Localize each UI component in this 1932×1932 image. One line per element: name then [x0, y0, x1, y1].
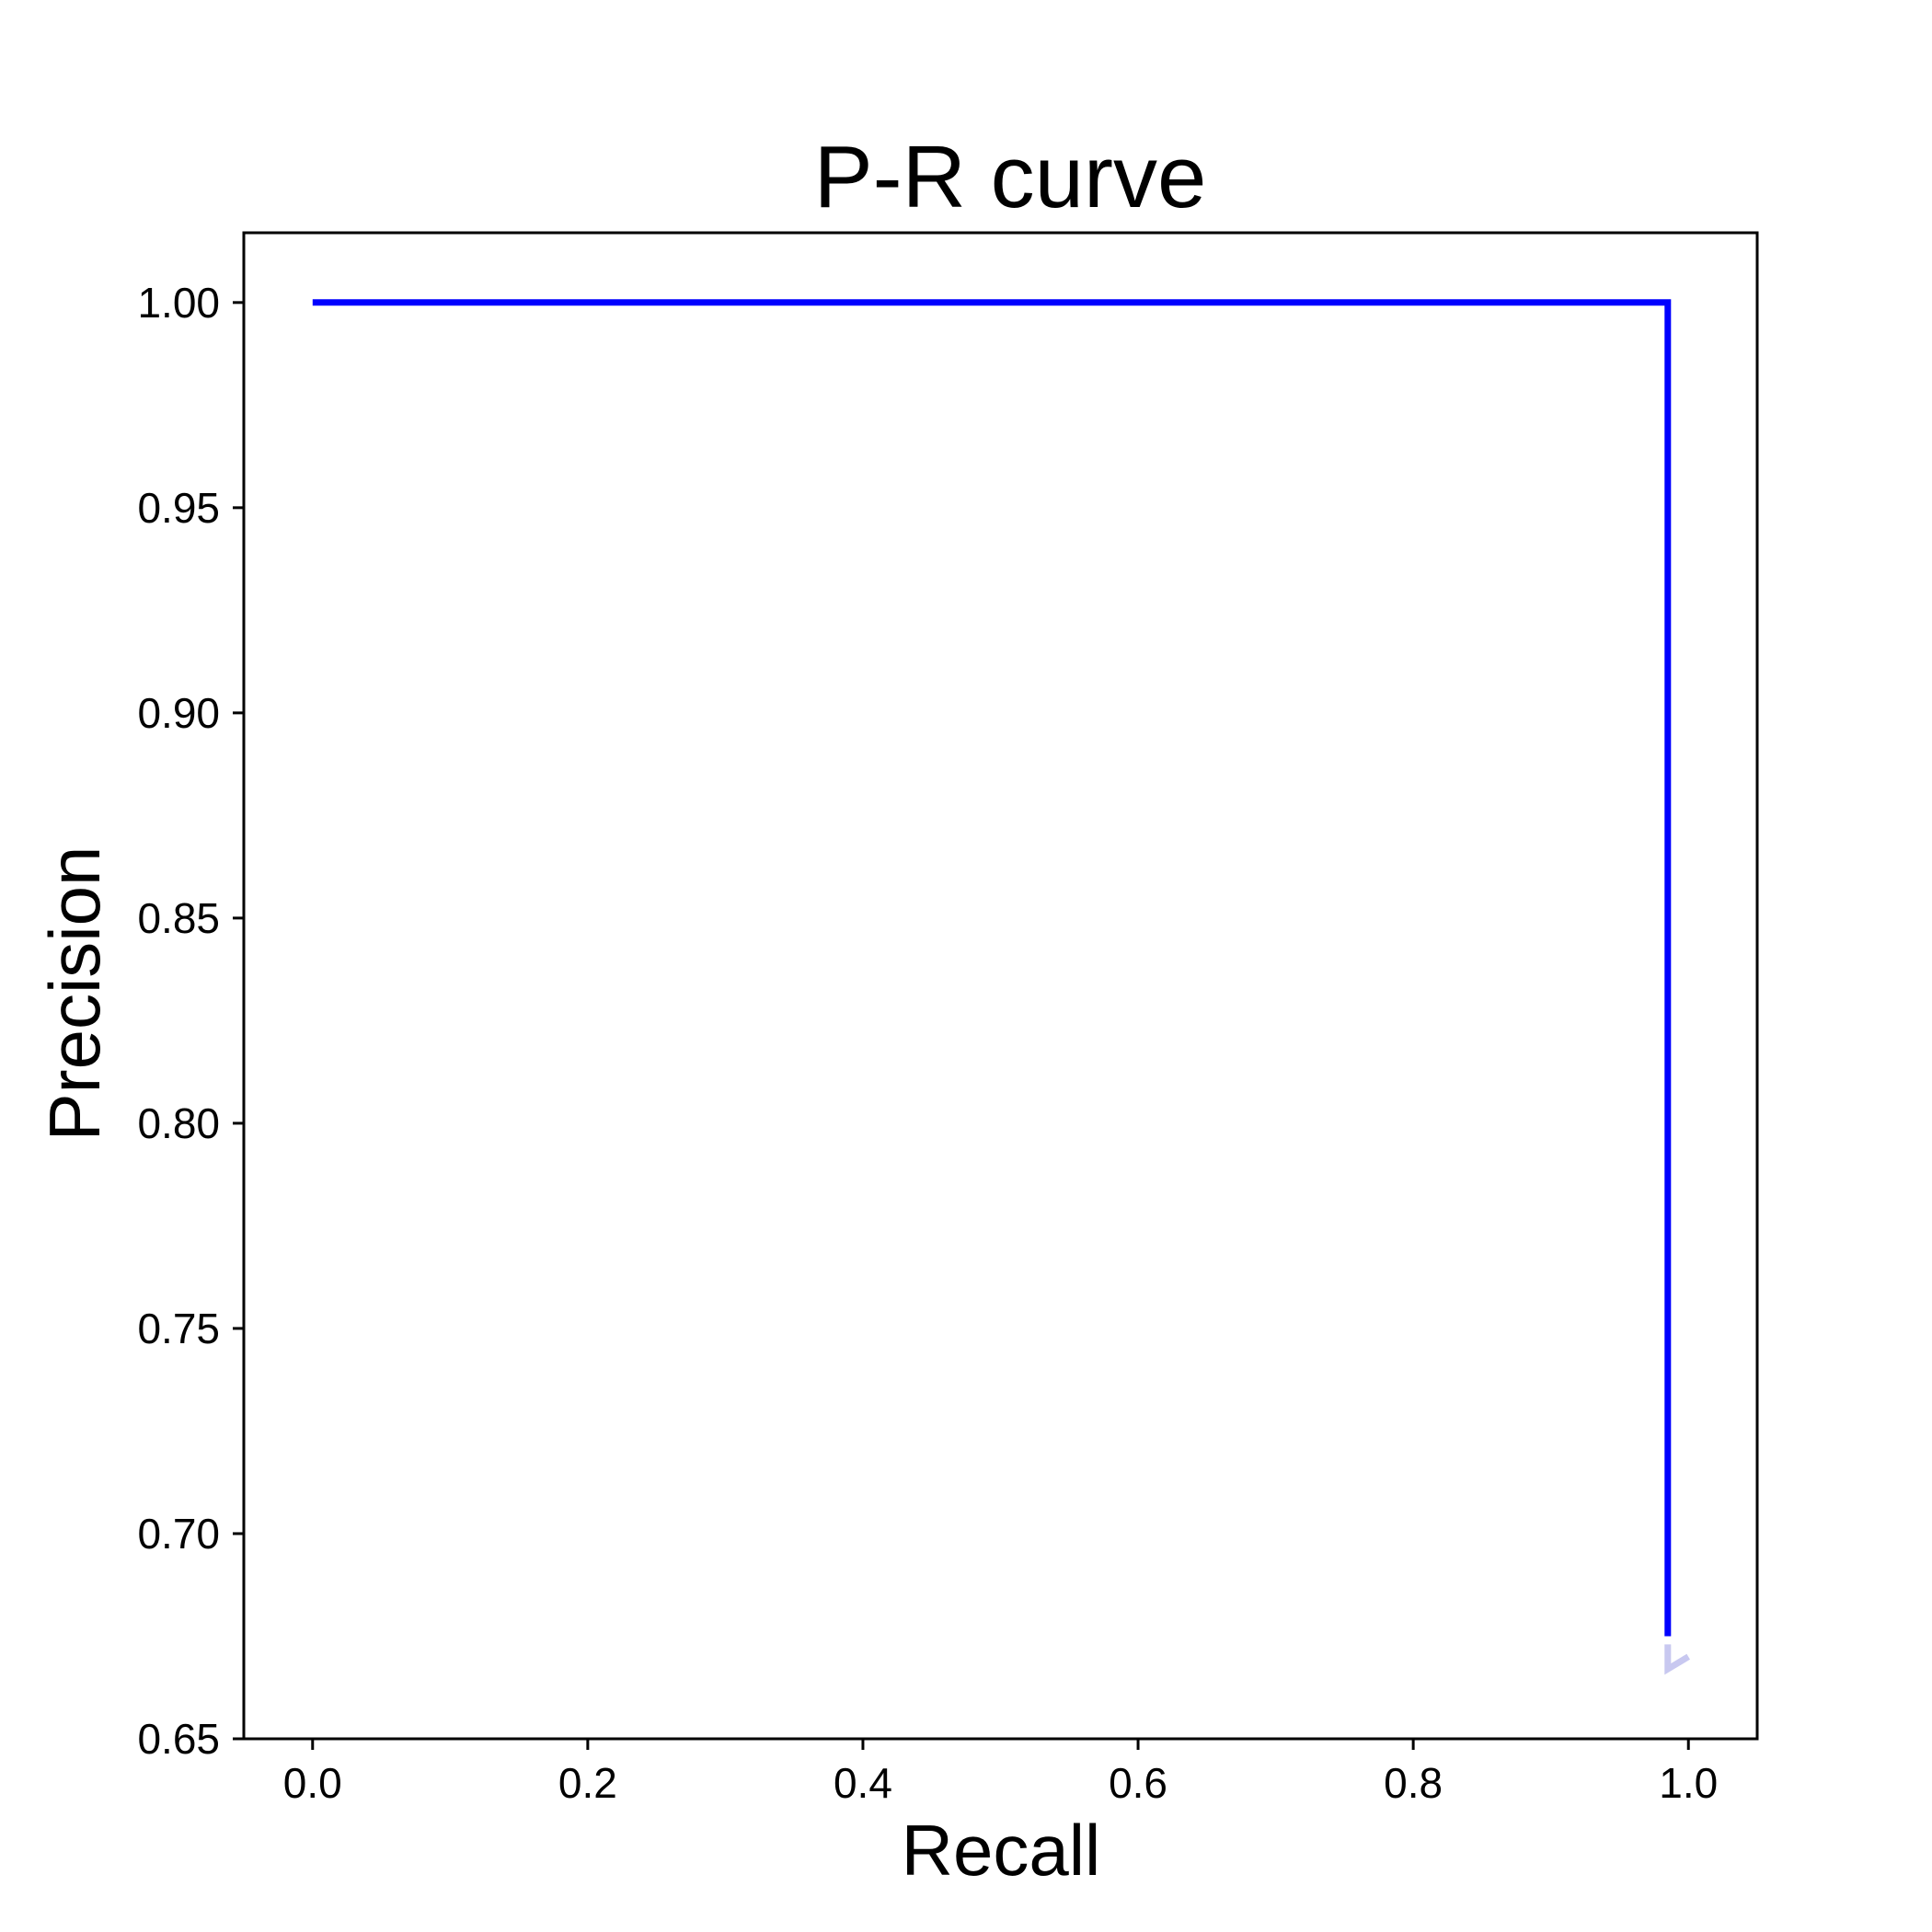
x-axis-label: Recall: [902, 1810, 1101, 1891]
y-tick-label: 0.80: [137, 1099, 220, 1147]
x-tick-label: 0.6: [1109, 1759, 1167, 1807]
chart-title: P-R curve: [814, 128, 1207, 226]
y-tick-label: 0.85: [137, 894, 220, 942]
series-layer: [312, 299, 1690, 1675]
y-tick-label: 0.90: [137, 689, 220, 737]
x-axis-ticks: 0.0 0.2 0.4 0.6 0.8 1.0: [283, 1739, 1718, 1807]
series-line-1: [1664, 1644, 1690, 1675]
y-axis-ticks: 0.65 0.70 0.75 0.80 0.85 0.90 0.95 1.00: [137, 279, 244, 1763]
y-tick-label: 0.70: [137, 1510, 220, 1558]
y-tick-label: 0.95: [137, 484, 220, 532]
x-tick-label: 0.2: [558, 1759, 617, 1807]
x-tick-label: 0.4: [834, 1759, 892, 1807]
y-tick-label: 0.75: [137, 1305, 220, 1352]
x-tick-label: 1.0: [1659, 1759, 1718, 1807]
x-tick-label: 0.0: [283, 1759, 342, 1807]
y-axis-label: Precision: [34, 846, 115, 1142]
y-tick-label: 0.65: [137, 1715, 220, 1763]
plot-frame: [242, 231, 1759, 1741]
x-tick-label: 0.8: [1384, 1759, 1443, 1807]
series-line-0: [312, 299, 1672, 1637]
y-tick-label: 1.00: [137, 279, 220, 327]
